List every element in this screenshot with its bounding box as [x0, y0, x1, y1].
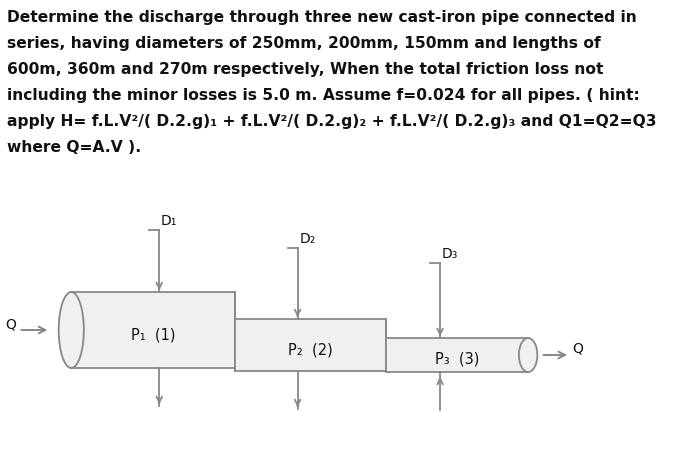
Text: D₃: D₃ [442, 247, 458, 261]
Bar [234, 319, 386, 371]
Text: apply H= f.L.V²/( D.2.g)₁ + f.L.V²/( D.2.g)₂ + f.L.V²/( D.2.g)₃ and Q1=Q2=Q3: apply H= f.L.V²/( D.2.g)₁ + f.L.V²/( D.2… [7, 114, 656, 129]
Text: series, having diameters of 250mm, 200mm, 150mm and lengths of: series, having diameters of 250mm, 200mm… [7, 36, 601, 51]
Bar [71, 292, 234, 368]
Text: P₃  (3): P₃ (3) [435, 351, 479, 366]
Text: Q: Q [5, 317, 16, 331]
Text: Q: Q [573, 342, 583, 356]
Text: D₂: D₂ [300, 232, 316, 246]
Text: D₁: D₁ [161, 214, 177, 228]
Ellipse shape [519, 338, 538, 372]
Text: P₁  (1): P₁ (1) [131, 327, 175, 343]
Bar [386, 338, 528, 372]
Bar [234, 319, 236, 371]
Ellipse shape [59, 292, 84, 368]
Text: where Q=A.V ).: where Q=A.V ). [7, 140, 141, 155]
Text: including the minor losses is 5.0 m. Assume f=0.024 for all pipes. ( hint:: including the minor losses is 5.0 m. Ass… [7, 88, 640, 103]
Text: 600m, 360m and 270m respectively, When the total friction loss not: 600m, 360m and 270m respectively, When t… [7, 62, 603, 77]
Text: P₂  (2): P₂ (2) [288, 343, 332, 358]
Text: Determine the discharge through three new cast-iron pipe connected in: Determine the discharge through three ne… [7, 10, 636, 25]
